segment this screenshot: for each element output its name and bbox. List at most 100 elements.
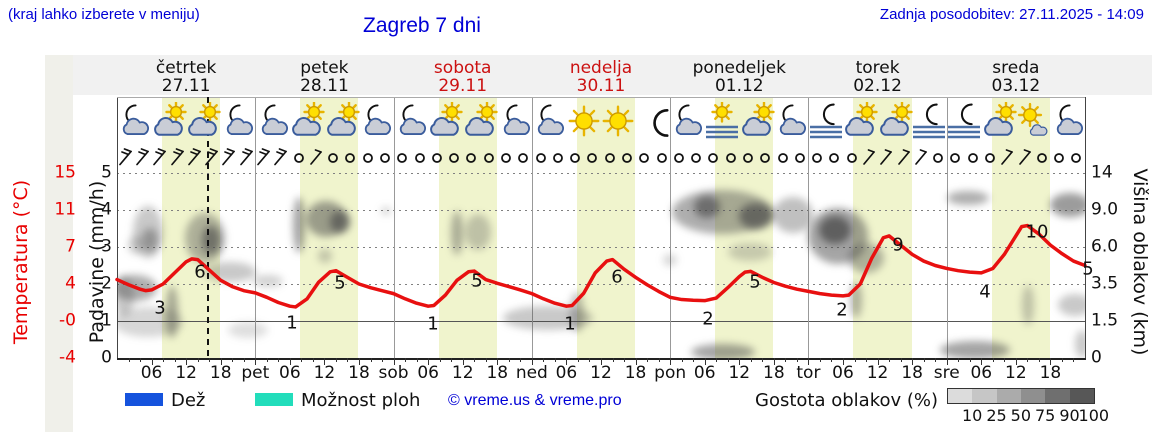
temperature-value-label: 5 [334,272,346,294]
x-axis-tick [577,358,579,362]
x-axis-hour-label: 06 [417,363,439,383]
x-axis-tick [232,358,234,362]
wind-calm-icon [1067,148,1085,166]
cloud-height-tick-label: 14 [1091,162,1113,183]
temperature-value-label: 2 [836,299,848,321]
wind-calm-icon [566,148,584,166]
cloud-blob [228,322,268,338]
day-date-label: 01.12 [714,76,764,96]
gridline-dotted [117,284,1085,285]
density-tick-label: 50 [1010,406,1032,425]
cloud-density-gradient-bar [947,388,1095,404]
x-axis-day-label: sre [933,363,960,383]
wind-calm-icon [583,148,601,166]
x-axis-tick [658,358,660,362]
rain-legend-swatch [125,393,163,406]
x-axis-day-label: pet [241,363,270,383]
x-axis-hour-label: 12 [728,363,751,383]
x-axis-tick [128,358,130,362]
wind-calm-icon [445,148,463,166]
wind-calm-icon [1033,148,1051,166]
temperature-value-label: 5 [471,270,483,292]
x-axis-tick [209,358,211,362]
wind-calm-icon [359,148,377,166]
x-axis-tick [474,358,476,362]
temperature-value-label: 5 [749,271,761,293]
temperature-value-label: 1 [286,312,298,334]
weather-icon-moon-cloud [357,102,395,140]
wind-arrow-icon [998,148,1016,166]
wind-calm-icon [532,148,550,166]
cloud-blob [1058,294,1085,316]
wind-arrow-icon [877,148,895,166]
wind-calm-icon [393,148,411,166]
wind-barb-icon [238,148,256,166]
wind-barb-icon [186,148,204,166]
temp-tick-label: -0 [59,310,76,331]
day-name-label: nedelja [569,58,633,78]
x-axis-hour-label: 18 [763,363,785,383]
x-axis-tick [359,358,360,365]
x-axis-tick [393,358,395,365]
temperature-value-label: 1 [427,313,439,335]
weather-icon-sun-cloud [323,101,361,140]
x-axis-tick [750,358,752,362]
wind-calm-icon [929,148,947,166]
temperature-curve [115,223,1087,309]
day-date-label: 03.12 [991,76,1041,96]
day-separator-line [531,97,533,358]
x-axis-tick [992,358,994,362]
wind-barb-icon [272,148,290,166]
cloud-blob [947,191,989,205]
day-name-label: torek [855,58,900,78]
temperature-value-label: 6 [611,266,623,288]
weather-icon-sun-cloud [461,101,499,140]
weather-icon-moon-fog [910,102,948,140]
precip-tick-label: 3 [101,236,112,257]
day-date-label: 29.11 [438,76,488,96]
x-axis-tick [935,358,937,362]
day-name-label: ponedeljek [692,58,786,78]
showers-legend-swatch [255,393,293,406]
x-axis-tick [163,358,165,362]
cloud-blob [381,207,391,215]
x-axis-tick [255,358,257,365]
x-axis-tick [819,358,821,362]
weather-icon-sun-cloud [426,101,464,140]
x-axis-hour-label: 06 [970,363,993,383]
x-axis-tick [739,358,741,365]
wind-calm-icon [964,148,982,166]
x-axis-tick [497,358,499,365]
x-axis-tick [831,358,833,362]
x-axis-tick [531,358,533,365]
cloud-blob [166,286,178,338]
x-axis-tick [912,358,914,365]
daytime-band [438,97,497,358]
x-axis-hour-label: 18 [624,363,647,383]
cloud-height-tick-label: 0 [1091,347,1102,368]
wind-barb-icon [255,148,273,166]
cloud-blob [253,275,283,287]
x-axis-tick [635,358,637,365]
x-axis-hour-label: 06 [279,363,301,383]
day-separator-line [670,97,672,358]
wind-barb-icon [169,148,187,166]
x-axis-tick [670,358,672,365]
gridline-dotted [117,210,1085,211]
x-axis-tick [843,358,844,365]
wind-calm-icon [791,148,809,166]
cloud-blob [728,243,772,261]
x-axis-day-label: ned [515,363,548,383]
wind-barb-icon [134,148,152,166]
x-axis-tick [324,358,326,365]
wind-calm-icon [497,148,515,166]
x-axis-tick [335,358,337,362]
plot-right-border [1085,97,1086,358]
wind-calm-icon [825,148,843,166]
wind-barb-icon [220,148,238,166]
cloud-height-axis-title: Višina oblakov (km) [1129,168,1151,356]
weather-icon-moon-cloud [254,102,292,140]
location-menu-hint: (kraj lahko izberete v meniju) [8,6,200,23]
copyright-link[interactable]: © vreme.us & vreme.pro [448,392,622,409]
